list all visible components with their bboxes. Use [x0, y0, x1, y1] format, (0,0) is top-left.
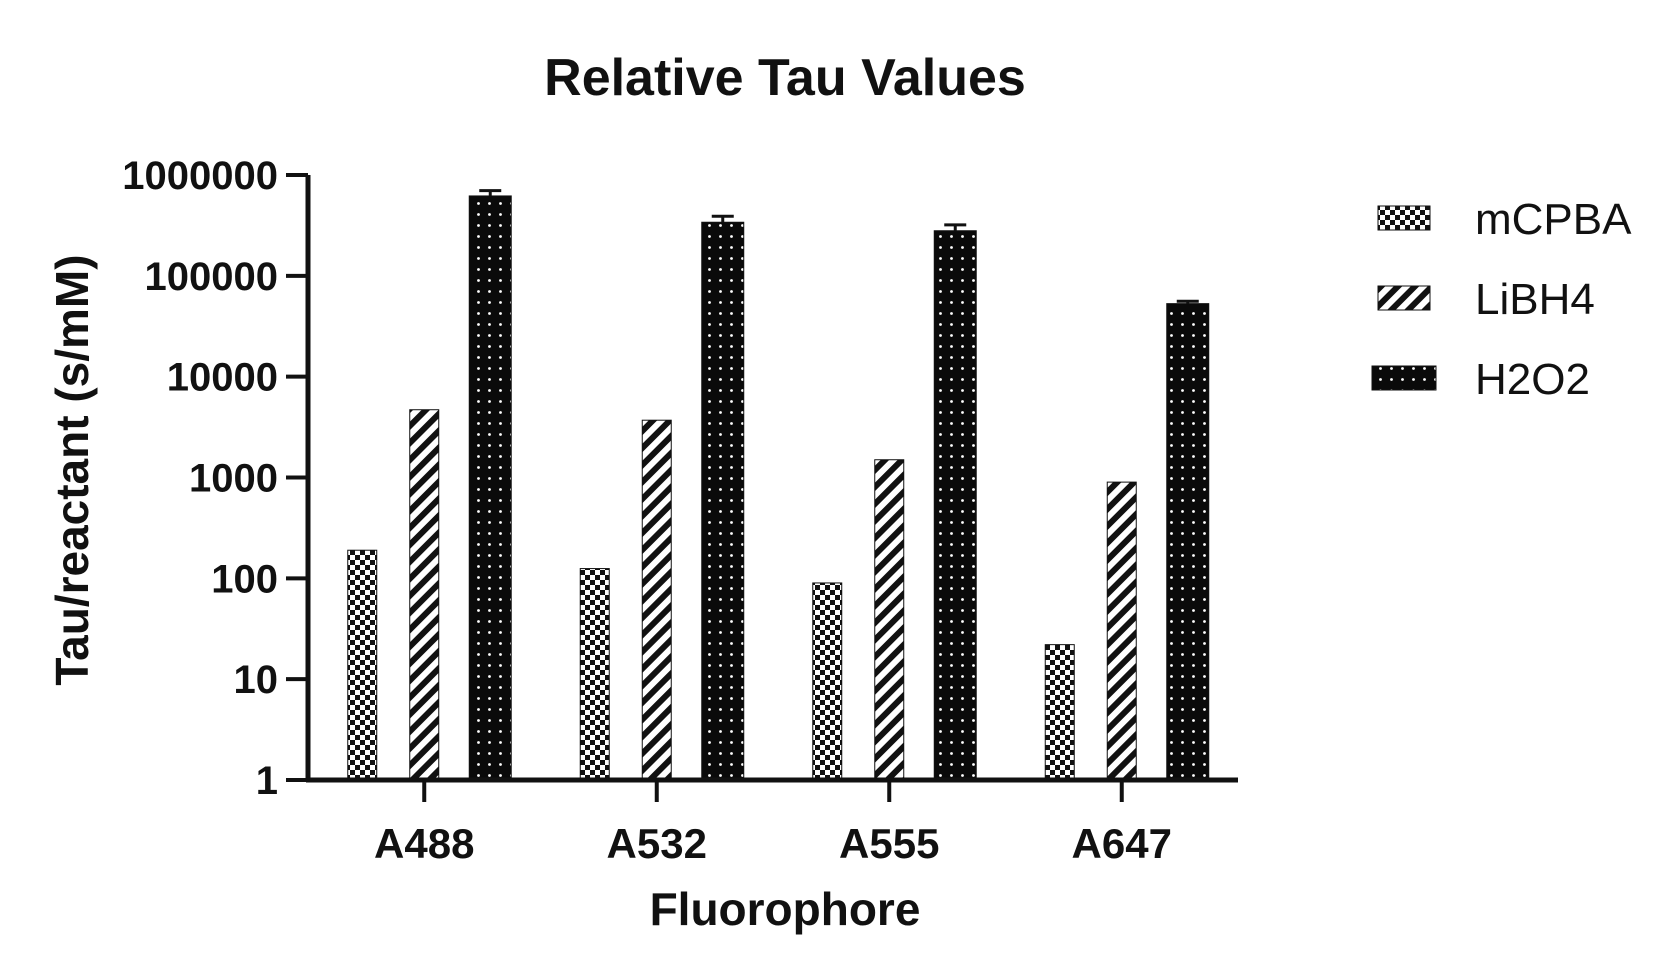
error-bars-layer: [479, 189, 1199, 304]
legend-label-mcpba: mCPBA: [1475, 195, 1632, 244]
bar-libh4-a488: [409, 409, 440, 781]
bar-mcpba-a532: [579, 568, 610, 781]
bars-layer: [347, 195, 1210, 781]
x-tick-label: A532: [607, 820, 707, 867]
legend: mCPBA LiBH4 H2O2: [1371, 195, 1632, 404]
bar-mcpba-a488: [347, 549, 378, 781]
y-axis-label: Tau/reactant (s/mM): [46, 254, 98, 685]
y-tick-label: 1000: [189, 457, 278, 501]
bar-mcpba-a647: [1044, 644, 1075, 781]
y-tick-label: 1: [256, 759, 278, 803]
y-tick-label: 100: [211, 557, 278, 601]
legend-label-libh4: LiBH4: [1475, 275, 1595, 324]
bar-h2o2-a647: [1166, 303, 1210, 781]
legend-swatch-h2o2: [1371, 365, 1437, 391]
bar-h2o2-a532: [701, 221, 745, 781]
legend-label-h2o2: H2O2: [1475, 355, 1590, 404]
y-tick-label: 100000: [145, 255, 278, 299]
legend-swatch-mcpba: [1377, 205, 1431, 231]
bar-mcpba-a555: [812, 582, 843, 781]
bar-h2o2-a488: [468, 195, 512, 781]
y-tick-label: 10000: [167, 356, 278, 400]
y-tick-label: 10: [234, 658, 279, 702]
x-tick-label: A488: [374, 820, 474, 867]
bar-libh4-a647: [1106, 481, 1137, 781]
bar-libh4-a532: [641, 419, 672, 781]
x-tick-label: A555: [839, 820, 939, 867]
legend-swatch-libh4: [1377, 285, 1431, 311]
x-axis-label: Fluorophore: [650, 883, 921, 935]
bar-libh4-a555: [874, 459, 905, 781]
chart-title: Relative Tau Values: [544, 49, 1026, 107]
axes-layer: A488 A532 A555 A647 1 10 100 1000 10000 100000 100…: [122, 154, 1238, 867]
x-tick-label: A647: [1072, 820, 1172, 867]
bar-h2o2-a555: [933, 230, 977, 781]
y-tick-label: 1000000: [122, 154, 278, 198]
